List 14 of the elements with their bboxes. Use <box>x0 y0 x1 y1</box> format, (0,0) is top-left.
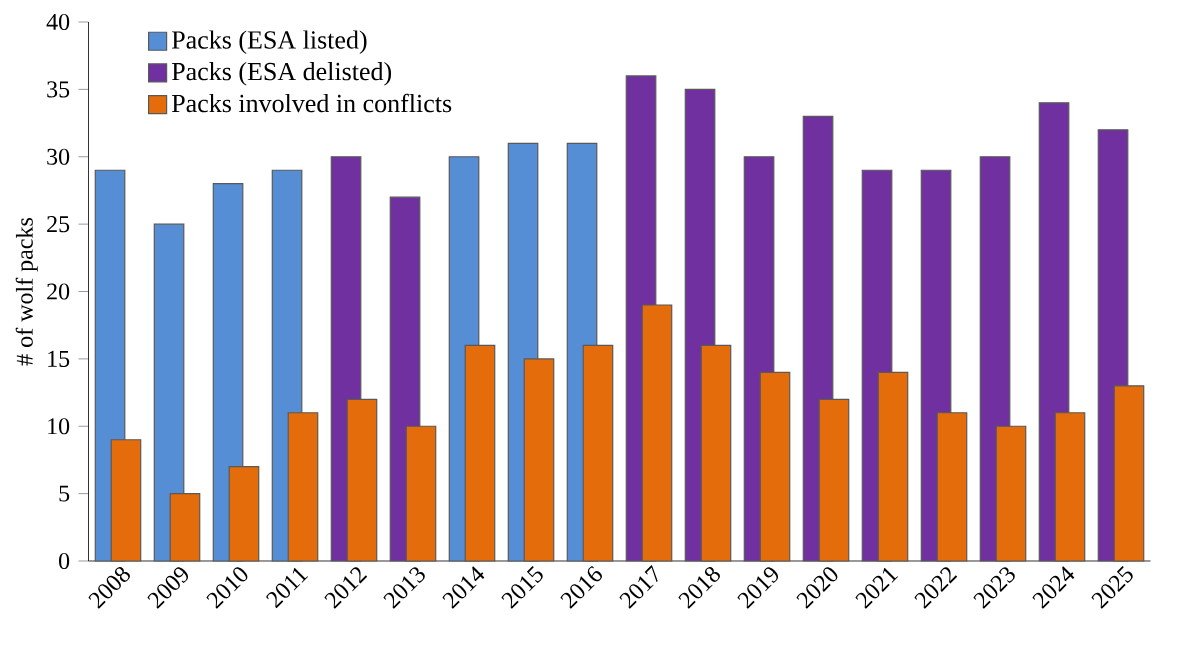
y-tick-label: 35 <box>47 81 70 98</box>
y-tick-label: 15 <box>48 350 70 367</box>
y-tick-label: 40 <box>46 13 70 31</box>
legend-label: Packs (ESA delisted) <box>171 62 392 86</box>
x-tick-label: 2011 <box>266 567 309 609</box>
legend-label: Packs involved in conflicts <box>171 93 452 113</box>
y-tick-label: 10 <box>48 418 70 435</box>
legend-label: Packs (ESA listed) <box>171 30 367 54</box>
y-tick-label: 25 <box>47 216 70 233</box>
y-tick-label: 20 <box>47 283 70 300</box>
y-axis-title: # of wolf packs <box>15 218 38 366</box>
y-tick-label: 5 <box>59 485 70 502</box>
y-tick-label: 0 <box>59 552 70 570</box>
y-tick-label: 30 <box>47 148 70 165</box>
